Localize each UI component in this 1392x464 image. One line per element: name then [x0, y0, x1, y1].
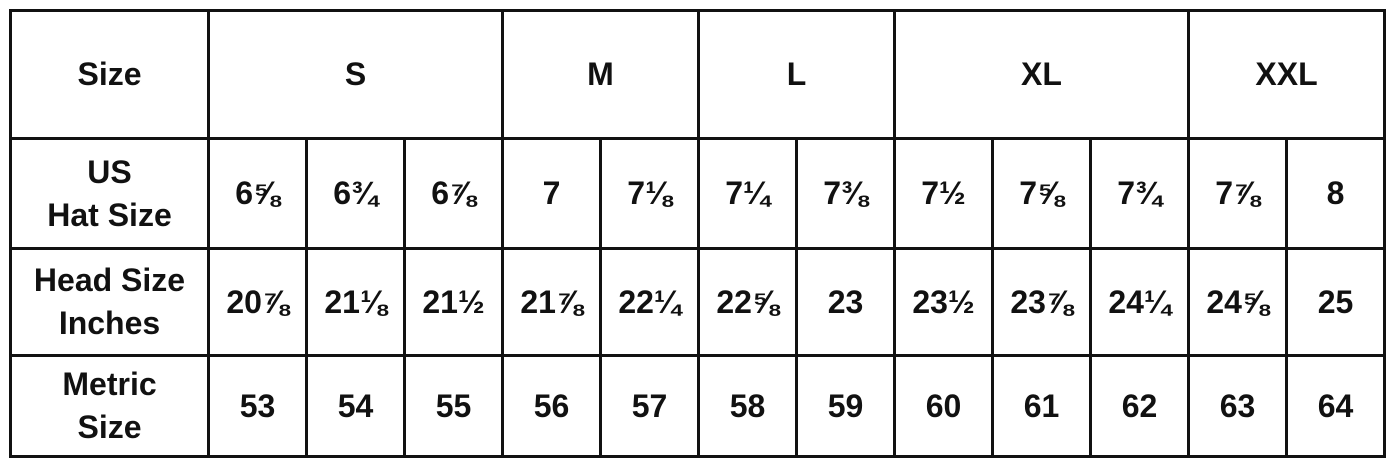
size-value-cell: 63 — [1187, 354, 1288, 458]
row-label: Metric Size — [9, 354, 210, 458]
size-value-cell: 25 — [1285, 247, 1386, 357]
size-value-cell: 6⅞ — [403, 137, 504, 250]
size-value-cell: 61 — [991, 354, 1092, 458]
size-header-row: Size S M L XL XXL — [9, 9, 1386, 140]
size-group-m: M — [501, 9, 700, 140]
size-group-xl: XL — [893, 9, 1190, 140]
size-group-xxl: XXL — [1187, 9, 1386, 140]
size-value-cell: 7¼ — [697, 137, 798, 250]
size-value-cell: 57 — [599, 354, 700, 458]
metric-size-row: Metric Size 53 54 55 56 57 58 59 60 61 62 63 64 — [9, 354, 1386, 458]
us-hat-size-row: US Hat Size 6⅝ 6¾ 6⅞ 7 7⅛ 7¼ 7⅜ 7½ 7⅝ 7¾ 7⅞ 8 — [9, 137, 1386, 250]
size-value-cell: 7⅜ — [795, 137, 896, 250]
row-label-line: Metric — [62, 366, 157, 402]
size-value-cell: 7 — [501, 137, 602, 250]
size-value-cell: 54 — [305, 354, 406, 458]
row-label-line: Hat Size — [47, 196, 172, 233]
size-value-cell: 22⅝ — [697, 247, 798, 357]
size-value-cell: 7⅞ — [1187, 137, 1288, 250]
size-value-cell: 21½ — [403, 247, 504, 357]
size-value-cell: 22¼ — [599, 247, 700, 357]
size-value-cell: 8 — [1285, 137, 1386, 250]
row-label-line: Head Size — [33, 262, 186, 298]
hat-size-chart: Size S M L XL XXL US Hat Size 6⅝ 6¾ 6⅞ 7 7⅛ 7¼ 7⅜ 7½ 7… — [9, 9, 1386, 458]
size-value-cell: 7½ — [893, 137, 994, 250]
row-label-line: Inches — [58, 305, 161, 341]
size-value-cell: 7⅛ — [599, 137, 700, 250]
size-value-cell: 23½ — [893, 247, 994, 357]
size-value-cell: 24¼ — [1089, 247, 1190, 357]
size-value-cell: 7¾ — [1089, 137, 1190, 250]
size-value-cell: 20⅞ — [207, 247, 308, 357]
size-value-cell: 23 — [795, 247, 896, 357]
row-label-line: US — [87, 153, 132, 190]
size-value-cell: 64 — [1285, 354, 1386, 458]
head-size-inches-row: Head Size Inches 20⅞ 21⅛ 21½ 21⅞ 22¼ 22⅝ 23 23½ 23… — [9, 247, 1386, 357]
size-value-cell: 21⅛ — [305, 247, 406, 357]
size-label: Size — [9, 9, 210, 140]
size-group-s: S — [207, 9, 504, 140]
size-group-l: L — [697, 9, 896, 140]
size-value-cell: 56 — [501, 354, 602, 458]
size-value-cell: 24⅝ — [1187, 247, 1288, 357]
row-label-line: Size — [77, 409, 142, 445]
size-value-cell: 53 — [207, 354, 308, 458]
size-value-cell: 6⅝ — [207, 137, 308, 250]
row-label: US Hat Size — [9, 137, 210, 250]
size-value-cell: 7⅝ — [991, 137, 1092, 250]
row-label: Head Size Inches — [9, 247, 210, 357]
size-value-cell: 6¾ — [305, 137, 406, 250]
size-value-cell: 60 — [893, 354, 994, 458]
size-value-cell: 55 — [403, 354, 504, 458]
size-value-cell: 62 — [1089, 354, 1190, 458]
size-value-cell: 58 — [697, 354, 798, 458]
size-value-cell: 21⅞ — [501, 247, 602, 357]
size-value-cell: 23⅞ — [991, 247, 1092, 357]
size-value-cell: 59 — [795, 354, 896, 458]
